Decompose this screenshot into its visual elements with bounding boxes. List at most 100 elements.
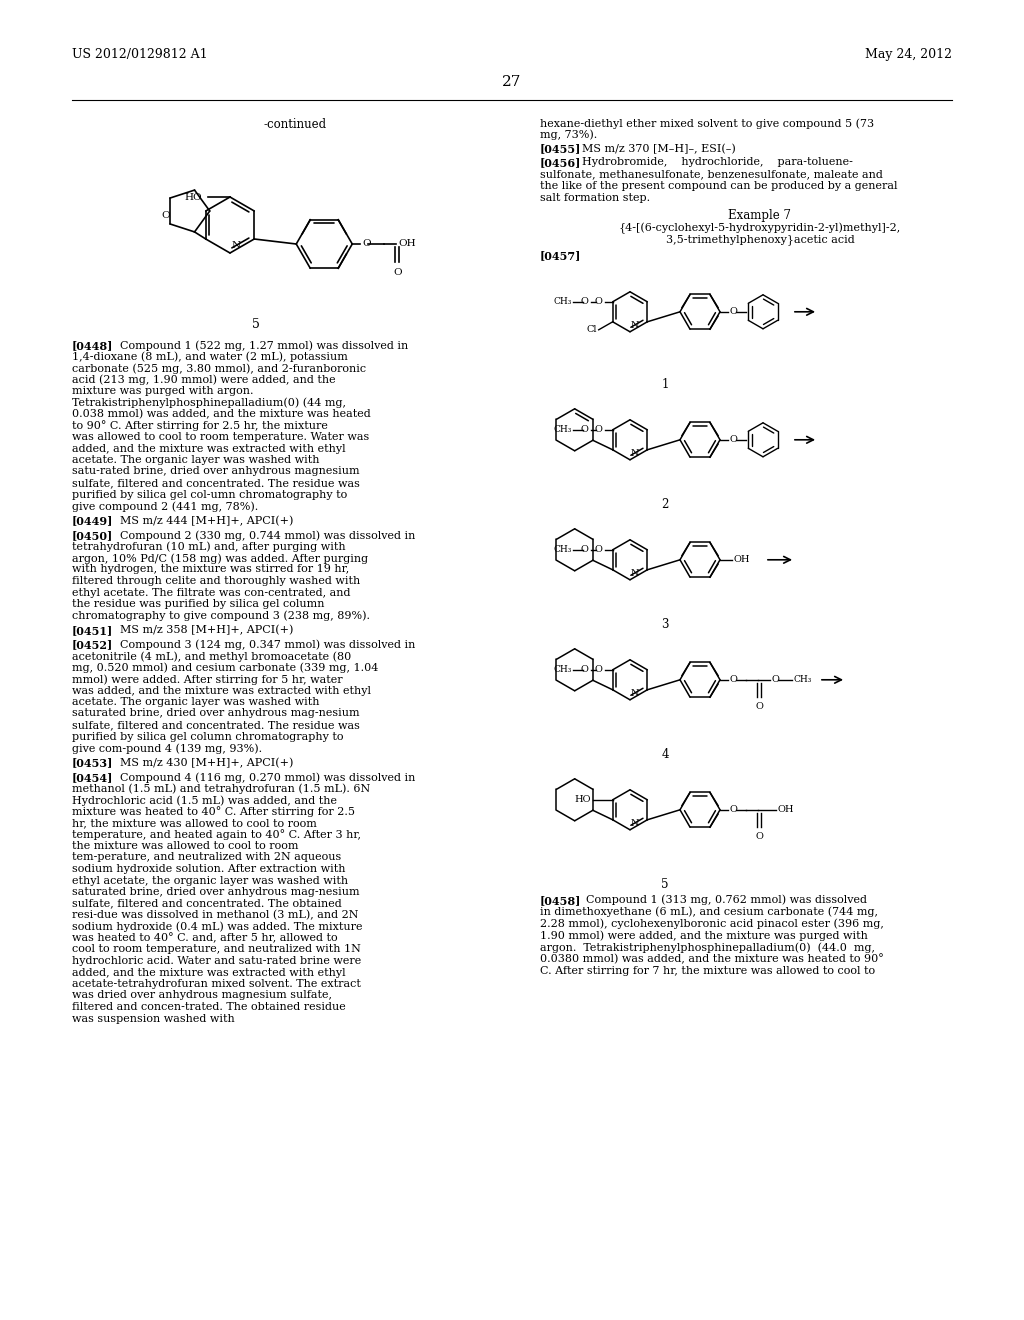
Text: N: N <box>631 449 640 458</box>
Text: 27: 27 <box>503 75 521 88</box>
Text: mixture was purged with argon.: mixture was purged with argon. <box>72 385 254 396</box>
Text: was heated to 40° C. and, after 5 hr, allowed to: was heated to 40° C. and, after 5 hr, al… <box>72 933 338 944</box>
Text: O: O <box>595 545 603 554</box>
Text: N: N <box>631 321 640 330</box>
Text: [0451]: [0451] <box>72 624 114 636</box>
Text: N: N <box>232 242 241 249</box>
Text: Compound 4 (116 mg, 0.270 mmol) was dissolved in: Compound 4 (116 mg, 0.270 mmol) was diss… <box>106 772 416 783</box>
Text: [0453]: [0453] <box>72 758 114 768</box>
Text: O: O <box>729 308 737 317</box>
Text: mg, 73%).: mg, 73%). <box>540 129 597 140</box>
Text: 2.28 mmol), cyclohexenylboronic acid pinacol ester (396 mg,: 2.28 mmol), cyclohexenylboronic acid pin… <box>540 919 884 929</box>
Text: HO: HO <box>184 193 202 202</box>
Text: added, and the mixture was extracted with ethyl: added, and the mixture was extracted wit… <box>72 444 346 454</box>
Text: carbonate (525 mg, 3.80 mmol), and 2-furanboronic: carbonate (525 mg, 3.80 mmol), and 2-fur… <box>72 363 367 374</box>
Text: tetrahydrofuran (10 mL) and, after purging with: tetrahydrofuran (10 mL) and, after purgi… <box>72 541 346 552</box>
Text: 3,5-trimethylphenoxy}acetic acid: 3,5-trimethylphenoxy}acetic acid <box>666 234 854 246</box>
Text: temperature, and heated again to 40° C. After 3 hr,: temperature, and heated again to 40° C. … <box>72 829 361 841</box>
Text: in dimethoxyethane (6 mL), and cesium carbonate (744 mg,: in dimethoxyethane (6 mL), and cesium ca… <box>540 907 878 917</box>
Text: purified by silica gel column chromatography to: purified by silica gel column chromatogr… <box>72 731 343 742</box>
Text: methanol (1.5 mL) and tetrahydrofuran (1.5 mL). 6N: methanol (1.5 mL) and tetrahydrofuran (1… <box>72 784 371 795</box>
Text: acetate-tetrahydrofuran mixed solvent. The extract: acetate-tetrahydrofuran mixed solvent. T… <box>72 979 360 989</box>
Text: the like of the present compound can be produced by a general: the like of the present compound can be … <box>540 181 897 191</box>
Text: O: O <box>729 676 737 684</box>
Text: Example 7: Example 7 <box>728 209 792 222</box>
Text: O: O <box>755 832 763 841</box>
Text: Compound 3 (124 mg, 0.347 mmol) was dissolved in: Compound 3 (124 mg, 0.347 mmol) was diss… <box>106 639 416 649</box>
Text: satu-rated brine, dried over anhydrous magnesium: satu-rated brine, dried over anhydrous m… <box>72 466 359 477</box>
Text: with hydrogen, the mixture was stirred for 19 hr,: with hydrogen, the mixture was stirred f… <box>72 565 349 574</box>
Text: O: O <box>581 665 589 675</box>
Text: O: O <box>595 297 603 306</box>
Text: sodium hydroxide solution. After extraction with: sodium hydroxide solution. After extract… <box>72 865 345 874</box>
Text: [0457]: [0457] <box>540 249 582 261</box>
Text: MS m/z 370 [M–H]–, ESI(–): MS m/z 370 [M–H]–, ESI(–) <box>582 144 736 154</box>
Text: O: O <box>581 297 589 306</box>
Text: US 2012/0129812 A1: US 2012/0129812 A1 <box>72 48 208 61</box>
Text: 1,4-dioxane (8 mL), and water (2 mL), potassium: 1,4-dioxane (8 mL), and water (2 mL), po… <box>72 351 348 362</box>
Text: CH₃: CH₃ <box>553 665 571 675</box>
Text: mmol) were added. After stirring for 5 hr, water: mmol) were added. After stirring for 5 h… <box>72 675 343 685</box>
Text: 0.0380 mmol) was added, and the mixture was heated to 90°: 0.0380 mmol) was added, and the mixture … <box>540 954 884 965</box>
Text: cool to room temperature, and neutralized with 1N: cool to room temperature, and neutralize… <box>72 945 360 954</box>
Text: MS m/z 444 [M+H]+, APCI(+): MS m/z 444 [M+H]+, APCI(+) <box>106 516 293 525</box>
Text: was allowed to cool to room temperature. Water was: was allowed to cool to room temperature.… <box>72 432 370 442</box>
Text: filtered and concen-trated. The obtained residue: filtered and concen-trated. The obtained… <box>72 1002 346 1012</box>
Text: O: O <box>729 805 737 814</box>
Text: sulfonate, methanesulfonate, benzenesulfonate, maleate and: sulfonate, methanesulfonate, benzenesulf… <box>540 169 883 180</box>
Text: filtered through celite and thoroughly washed with: filtered through celite and thoroughly w… <box>72 576 360 586</box>
Text: CH₃: CH₃ <box>553 425 571 434</box>
Text: [0455]: [0455] <box>540 144 582 154</box>
Text: Compound 1 (522 mg, 1.27 mmol) was dissolved in: Compound 1 (522 mg, 1.27 mmol) was disso… <box>106 341 409 351</box>
Text: saturated brine, dried over anhydrous mag-nesium: saturated brine, dried over anhydrous ma… <box>72 709 359 718</box>
Text: 1: 1 <box>662 378 669 391</box>
Text: was suspension washed with: was suspension washed with <box>72 1014 234 1023</box>
Text: chromatography to give compound 3 (238 mg, 89%).: chromatography to give compound 3 (238 m… <box>72 610 370 622</box>
Text: Tetrakistriphenylphosphinepalladium(0) (44 mg,: Tetrakistriphenylphosphinepalladium(0) (… <box>72 397 346 408</box>
Text: OH: OH <box>777 805 794 814</box>
Text: OH: OH <box>734 556 751 565</box>
Text: sulfate, filtered and concentrated. The residue was: sulfate, filtered and concentrated. The … <box>72 719 359 730</box>
Text: hydrochloric acid. Water and satu-rated brine were: hydrochloric acid. Water and satu-rated … <box>72 956 361 966</box>
Text: 2: 2 <box>662 498 669 511</box>
Text: 3: 3 <box>662 618 669 631</box>
Text: give com-pound 4 (139 mg, 93%).: give com-pound 4 (139 mg, 93%). <box>72 743 262 754</box>
Text: ethyl acetate. The filtrate was con-centrated, and: ethyl acetate. The filtrate was con-cent… <box>72 587 350 598</box>
Text: Compound 1 (313 mg, 0.762 mmol) was dissolved: Compound 1 (313 mg, 0.762 mmol) was diss… <box>586 895 867 906</box>
Text: 0.038 mmol) was added, and the mixture was heated: 0.038 mmol) was added, and the mixture w… <box>72 409 371 420</box>
Text: sodium hydroxide (0.4 mL) was added. The mixture: sodium hydroxide (0.4 mL) was added. The… <box>72 921 362 932</box>
Text: acetonitrile (4 mL), and methyl bromoacetate (80: acetonitrile (4 mL), and methyl bromoace… <box>72 651 351 661</box>
Text: CH₃: CH₃ <box>553 297 571 306</box>
Text: give compound 2 (441 mg, 78%).: give compound 2 (441 mg, 78%). <box>72 502 258 512</box>
Text: argon, 10% Pd/C (158 mg) was added. After purging: argon, 10% Pd/C (158 mg) was added. Afte… <box>72 553 368 564</box>
Text: [0454]: [0454] <box>72 772 114 783</box>
Text: [0452]: [0452] <box>72 639 114 651</box>
Text: resi-due was dissolved in methanol (3 mL), and 2N: resi-due was dissolved in methanol (3 mL… <box>72 909 358 920</box>
Text: was added, and the mixture was extracted with ethyl: was added, and the mixture was extracted… <box>72 685 371 696</box>
Text: [0458]: [0458] <box>540 895 582 906</box>
Text: CH₃: CH₃ <box>793 676 811 684</box>
Text: 5: 5 <box>662 878 669 891</box>
Text: May 24, 2012: May 24, 2012 <box>865 48 952 61</box>
Text: O: O <box>581 425 589 434</box>
Text: sulfate, filtered and concentrated. The residue was: sulfate, filtered and concentrated. The … <box>72 478 359 488</box>
Text: O: O <box>595 425 603 434</box>
Text: was dried over anhydrous magnesium sulfate,: was dried over anhydrous magnesium sulfa… <box>72 990 332 1001</box>
Text: MS m/z 430 [M+H]+, APCI(+): MS m/z 430 [M+H]+, APCI(+) <box>106 758 293 768</box>
Text: [0449]: [0449] <box>72 516 114 527</box>
Text: -continued: -continued <box>263 117 327 131</box>
Text: acid (213 mg, 1.90 mmol) were added, and the: acid (213 mg, 1.90 mmol) were added, and… <box>72 375 336 385</box>
Text: O: O <box>162 211 170 220</box>
Text: [0456]: [0456] <box>540 157 582 169</box>
Text: Compound 2 (330 mg, 0.744 mmol) was dissolved in: Compound 2 (330 mg, 0.744 mmol) was diss… <box>106 531 416 541</box>
Text: N: N <box>631 569 640 578</box>
Text: argon.  Tetrakistriphenylphosphinepalladium(0)  (44.0  mg,: argon. Tetrakistriphenylphosphinepalladi… <box>540 942 874 953</box>
Text: added, and the mixture was extracted with ethyl: added, and the mixture was extracted wit… <box>72 968 346 978</box>
Text: acetate. The organic layer was washed with: acetate. The organic layer was washed wi… <box>72 697 319 708</box>
Text: O: O <box>729 436 737 445</box>
Text: salt formation step.: salt formation step. <box>540 193 650 203</box>
Text: mg, 0.520 mmol) and cesium carbonate (339 mg, 1.04: mg, 0.520 mmol) and cesium carbonate (33… <box>72 663 379 673</box>
Text: Hydrochloric acid (1.5 mL) was added, and the: Hydrochloric acid (1.5 mL) was added, an… <box>72 795 337 805</box>
Text: [0450]: [0450] <box>72 531 114 541</box>
Text: N: N <box>631 689 640 698</box>
